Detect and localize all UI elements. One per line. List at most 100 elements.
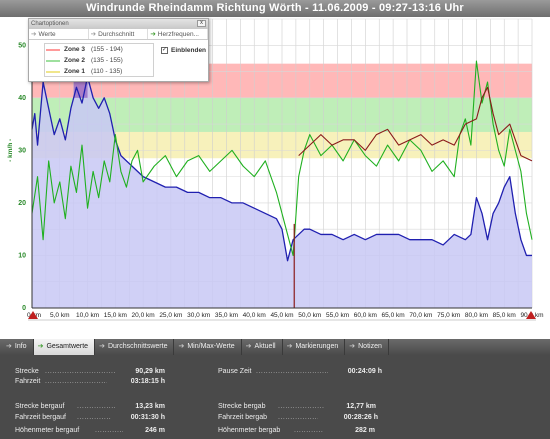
chart-title: Windrunde Rheindamm Richtung Wörth - 11.… [0,0,550,17]
zone-2-row: Zone 2 (135 - 155) [45,56,153,66]
close-icon[interactable]: x [197,20,206,27]
tab-durchschnitt[interactable]: ➔ Durchschnitt [89,29,149,39]
arrow-right-icon: ➔ [286,343,293,350]
arrow-right-icon: ➔ [349,343,356,350]
x-tick-label: 75,0 km [437,312,460,319]
x-tick-label: 10,0 km [76,312,99,319]
arrow-right-icon: ➔ [245,343,252,350]
zone-2-range: (135 - 155) [91,57,123,64]
stat-value: 03:18:15 h [130,378,165,385]
stat-fahrzeit-bergauf: Fahrzeit bergauf .......................… [15,414,165,421]
stat-value: 12,77 km [346,403,376,410]
x-tick-label: 55,0 km [326,312,349,319]
stat-label: Strecke bergauf [15,403,65,410]
speed-area-fill [32,76,532,308]
tab-label: Info [14,343,27,350]
stat-label: Höhenmeter bergab [218,427,281,434]
x-tick-label: 20,0 km [132,312,155,319]
stat-value: 00:24:09 h [347,368,382,375]
stat-value: 90,29 km [135,368,165,375]
range-end-handle [526,311,536,319]
stat-fahrzeit: Fahrzeit ...............................… [15,378,165,385]
x-tick-label: 80,0 km [465,312,488,319]
arrow-right-icon: ➔ [178,343,185,350]
y-tick-label: 40 [18,95,26,102]
tab-herzfrequenz[interactable]: ➔ Herzfrequen... [148,29,209,39]
stat-label: Fahrzeit bergauf [15,414,66,421]
tab-label: Markierungen [295,343,339,350]
zone-1-range: (110 - 135) [91,68,123,75]
zone-3-name: Zone 3 [64,46,85,53]
tab-label: Min/Max-Werte [187,343,235,350]
x-tick-label: 85,0 km [493,312,516,319]
stat-strecke: Strecke ................................… [15,368,165,375]
tab-markierungen[interactable]: ➔ Markierungen [283,339,346,355]
stat-value: 00:31:30 h [130,414,165,421]
stat-fahrzeit-bergab: Fahrzeit bergab ........................… [218,414,378,421]
x-tick-label: 70,0 km [409,312,432,319]
tab-aktuell[interactable]: ➔ Aktuell [242,339,283,355]
x-tick-label: 50,0 km [298,312,321,319]
tab-werte[interactable]: ➔ Werte [29,29,89,39]
zone-2-swatch [46,60,60,62]
tab-label: Durchschnittswerte [107,343,168,350]
zone-2-name: Zone 2 [64,57,85,64]
zone-1-swatch [46,71,60,73]
x-tick-label: 45,0 km [270,312,293,319]
range-start-handle [28,311,38,319]
stat-value: 13,23 km [135,403,165,410]
stats-panel: Strecke ................................… [0,355,550,439]
zone-list: Zone 3 (155 - 194) Zone 2 (135 - 155) Zo… [44,43,154,77]
stat-strecke-bergauf: Strecke bergauf ........................… [15,403,165,410]
tab-label: Durchschnitt [98,31,135,38]
zone-3-row: Zone 3 (155 - 194) [45,45,153,55]
zone-3-swatch [46,49,60,51]
stat-label: Strecke bergab [218,403,266,410]
x-tick-label: 30,0 km [187,312,210,319]
bottom-tab-bar: ➔ Info ➔ Gesamtwerte ➔ Durchschnittswerte ➔… [0,339,550,355]
chart-options-header: Chartoptionen x [29,19,208,29]
stat-strecke-bergab: Strecke bergab .........................… [218,403,376,410]
tab-notizen[interactable]: ➔ Notizen [345,339,389,355]
arrow-right-icon: ➔ [150,31,156,38]
stat-hoehenmeter-bergauf: Höhenmeter bergauf .....................… [15,427,165,434]
y-tick-label: 10 [18,252,26,259]
chart-options-tabs: ➔ Werte ➔ Durchschnitt ➔ Herzfrequen... [29,29,209,40]
y-tick-label: 50 [18,42,26,49]
arrow-right-icon: ➔ [31,31,37,38]
cadence-line [298,86,533,162]
y-tick-label: 30 [18,147,26,154]
arrow-right-icon: ➔ [90,31,97,38]
tab-label: Notizen [358,343,382,350]
speed-line [31,76,532,262]
tab-info[interactable]: ➔ Info [2,339,34,355]
y-tick-label: 0 [22,305,26,312]
x-tick-label: 60,0 km [354,312,377,319]
tab-min-max-werte[interactable]: ➔ Min/Max-Werte [174,339,242,355]
tab-gesamtwerte[interactable]: ➔ Gesamtwerte [33,339,96,355]
stat-label: Fahrzeit [15,378,41,385]
checkmark-icon: ✓ [161,47,168,54]
zone-1-row: Zone 1 (110 - 135) [45,67,153,77]
tab-label: Aktuell [254,343,276,350]
x-tick-label: 65,0 km [382,312,405,319]
y-axis-label: - km/h - [7,139,14,162]
zone-1-name: Zone 1 [64,68,85,75]
arrow-right-icon: ➔ [99,343,105,350]
tab-durchschnittswerte[interactable]: ➔ Durchschnittswerte [95,339,175,355]
heart-rate-line [31,60,533,257]
einblenden-label: Einblenden [171,47,207,55]
stat-label: Pause Zeit [218,368,252,375]
stat-pause-zeit: Pause Zeit .............................… [218,368,382,375]
x-tick-label: 35,0 km [215,312,238,319]
einblenden-checkbox[interactable]: ✓ Einblenden [161,47,206,54]
chart-options-panel: Chartoptionen x ➔ Werte ➔ Durchschnitt ➔ He… [28,18,209,82]
stat-label: Fahrzeit bergab [218,414,268,421]
x-tick-label: 15,0 km [104,312,127,319]
x-tick-label: 40,0 km [243,312,266,319]
chart-options-title: Chartoptionen [31,21,69,27]
x-tick-label: 5,0 km [50,312,70,319]
zone-3-range: (155 - 194) [91,46,123,53]
tab-label: Werte [38,31,56,38]
